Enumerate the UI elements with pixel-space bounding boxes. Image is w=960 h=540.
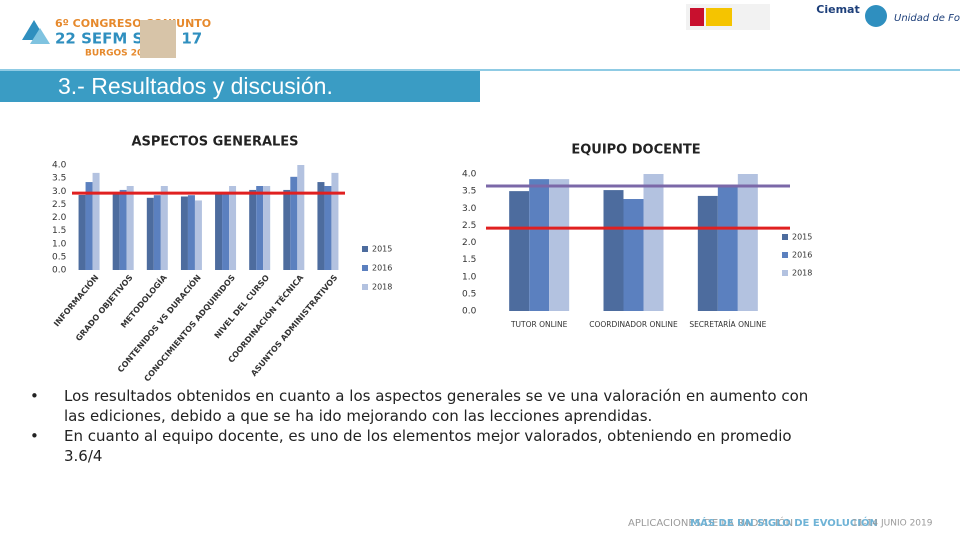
bar [229, 186, 237, 270]
y-tick-label: 4.0 [52, 161, 67, 171]
y-tick-label: 1.5 [52, 226, 66, 236]
y-tick-label: 0.5 [462, 289, 476, 299]
y-tick-label: 1.0 [52, 239, 67, 249]
x-tick-label: GRADO OBJETIVOS [74, 273, 135, 343]
bar [717, 184, 738, 311]
y-tick-label: 0.0 [52, 266, 67, 276]
legend-swatch [362, 284, 368, 290]
y-tick-label: 0.5 [52, 252, 66, 262]
legend-label: 2018 [792, 269, 812, 278]
heading-band [0, 71, 480, 102]
logo-text: BURGOS 2019 [85, 49, 156, 59]
bar [283, 189, 291, 270]
y-tick-label: 4.0 [462, 170, 477, 180]
header-rule [0, 69, 960, 71]
legend-swatch [782, 252, 788, 258]
bar [215, 193, 223, 270]
legend-label: 2018 [372, 283, 392, 292]
bar [160, 186, 168, 270]
bar [153, 195, 161, 270]
footer: APLICACIONES DE LA RADIACIÓN [628, 516, 793, 529]
bar [697, 195, 718, 311]
bar [737, 174, 758, 311]
bar [263, 186, 271, 270]
bar [297, 165, 305, 270]
bar [222, 193, 230, 270]
bar [249, 189, 257, 270]
legend-label: 2016 [792, 251, 812, 260]
logo-text: 6º CONGRESO CONJUNTO [55, 17, 211, 30]
bar [324, 186, 332, 270]
bar [509, 191, 530, 311]
legend-swatch [362, 265, 368, 271]
bar [317, 182, 325, 270]
bar [112, 193, 120, 270]
logo-mark [30, 28, 50, 44]
y-tick-label: 2.0 [462, 238, 477, 248]
bar [146, 197, 154, 270]
legend-swatch [782, 234, 788, 240]
legend-swatch [782, 270, 788, 276]
bar [187, 195, 195, 270]
legend-swatch [362, 246, 368, 252]
bar [290, 176, 298, 270]
flag [690, 8, 704, 26]
heading: 3.- Resultados y discusión. [58, 73, 333, 99]
y-tick-label: 2.5 [462, 221, 476, 231]
bar [126, 186, 134, 270]
y-tick-label: 3.0 [52, 187, 67, 197]
chart-title: EQUIPO DOCENTE [571, 143, 700, 158]
bar [256, 186, 264, 270]
y-tick-label: 0.0 [462, 307, 477, 317]
x-tick-label: COORDINADOR ONLINE [589, 320, 678, 329]
y-tick-label: 2.5 [52, 200, 66, 210]
y-tick-label: 3.5 [462, 187, 476, 197]
y-tick-label: 1.0 [462, 272, 477, 282]
bar [85, 182, 93, 270]
bar [78, 194, 86, 270]
y-tick-label: 1.5 [462, 255, 476, 265]
bar [623, 199, 644, 311]
logo-text: 22 SEFM SEPR 17 [55, 30, 202, 48]
y-tick-label: 2.0 [52, 213, 67, 223]
bullet: Los resultados obtenidos en cuanto a los… [30, 386, 820, 426]
flag [706, 8, 732, 26]
partner-icon [865, 5, 887, 27]
x-tick-label: TUTOR ONLINE [510, 320, 568, 329]
x-tick-label: SECRETARÍA ONLINE [689, 320, 766, 329]
bar [180, 196, 188, 270]
bar [529, 179, 550, 311]
chart-title: ASPECTOS GENERALES [131, 135, 298, 150]
bar [194, 200, 202, 270]
y-tick-label: 3.0 [462, 204, 477, 214]
legend-label: 2016 [372, 264, 392, 273]
bar [331, 172, 339, 270]
cathedral-image [140, 20, 176, 58]
bullet-list: Los resultados obtenidos en cuanto a los… [30, 386, 820, 466]
partner-logo: Unidad de Formación [894, 12, 960, 24]
bar [603, 190, 624, 311]
footer: MÁS DE UN SIGLO DE EVOLUCIÓN [690, 516, 878, 529]
bar [119, 189, 127, 270]
partner-logo: Ciemat [816, 3, 859, 16]
legend-label: 2015 [792, 233, 812, 242]
bar [643, 174, 664, 311]
footer: 11-14 JUNIO 2019 [852, 519, 933, 529]
bullet: En cuanto al equipo docente, es uno de l… [30, 426, 820, 466]
bar [92, 172, 100, 270]
y-tick-label: 3.5 [52, 174, 66, 184]
bar [549, 179, 570, 311]
legend-label: 2015 [372, 245, 392, 254]
